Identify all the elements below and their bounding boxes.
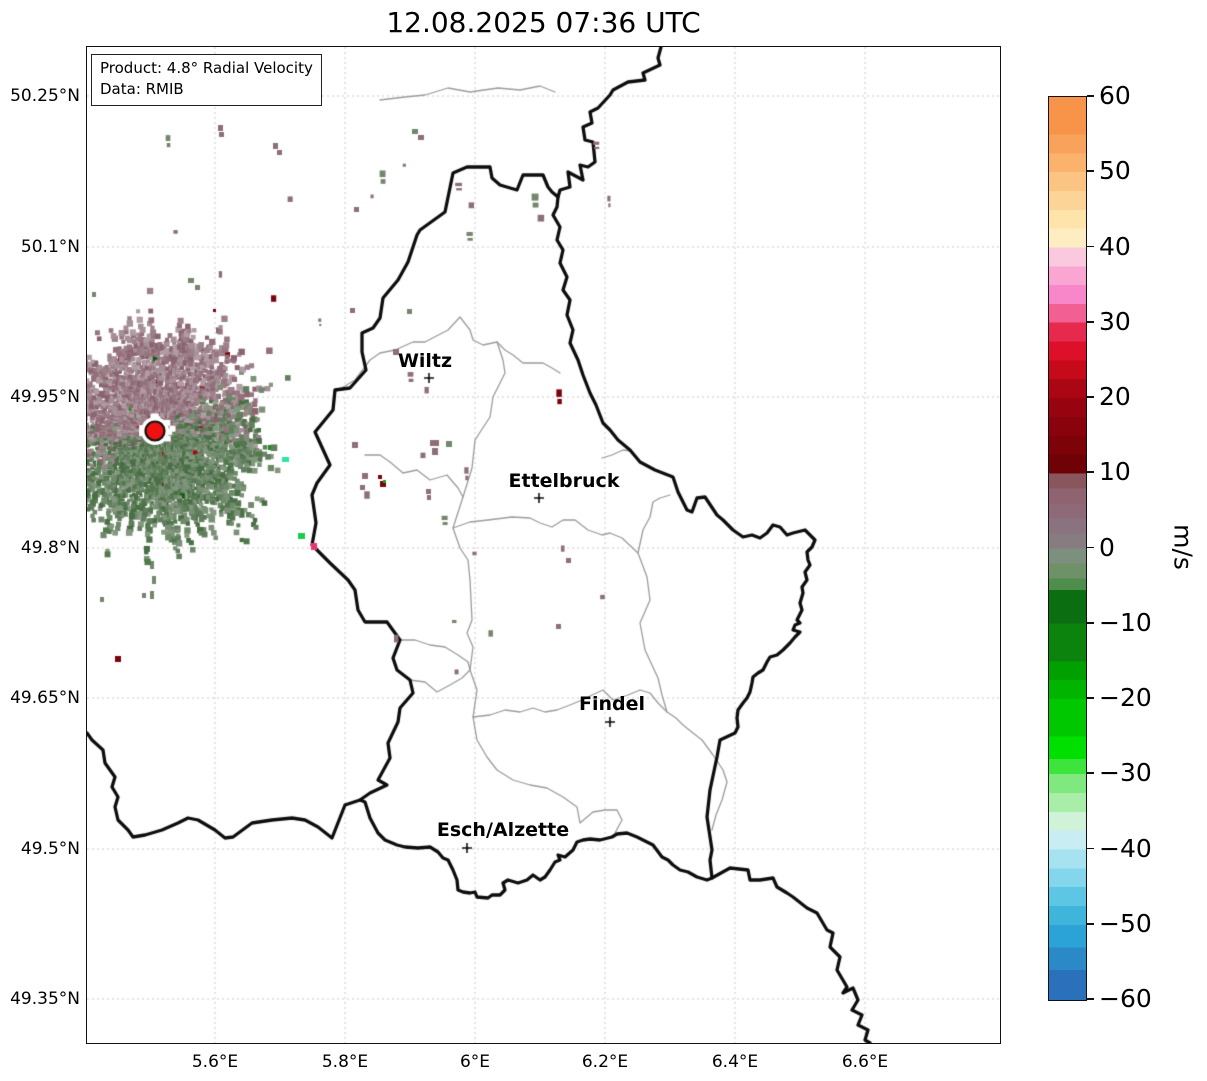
lat-tick-label: 49.95°N [10, 387, 80, 407]
colorbar-tick-label: −50 [1099, 908, 1152, 938]
colorbar-tickmark [1087, 546, 1094, 549]
colorbar-tickmark [1087, 320, 1094, 323]
lon-tick-label: 6.2°E [581, 1052, 629, 1072]
colorbar-tickmark [1087, 471, 1094, 474]
colorbar-unit-label: m/s [1168, 524, 1198, 570]
product-info-line2: Data: RMIB [100, 80, 184, 99]
colorbar-tickmark [1087, 847, 1094, 850]
city-label-esch-alzette: Esch/Alzette [436, 819, 570, 841]
colorbar-tick-label: 40 [1099, 231, 1131, 261]
colorbar-tick-label: 10 [1099, 457, 1131, 487]
colorbar-tick-label: −30 [1099, 758, 1152, 788]
colorbar-tickmark [1087, 245, 1094, 248]
lat-tick-label: 49.35°N [10, 989, 80, 1009]
lat-tick-label: 49.5°N [20, 839, 80, 859]
colorbar-tickmark [1087, 998, 1094, 1000]
colorbar [1048, 96, 1087, 1001]
lon-tick-label: 5.6°E [191, 1052, 239, 1072]
map-canvas [87, 47, 1000, 1043]
city-label-ettelbruck: Ettelbruck [508, 470, 620, 492]
colorbar-tickmark [1087, 170, 1094, 173]
colorbar-tick-label: 0 [1099, 532, 1115, 562]
colorbar-tick-label: −40 [1099, 833, 1152, 863]
colorbar-tick-label: 50 [1099, 156, 1131, 186]
colorbar-tickmark [1087, 922, 1094, 925]
lat-tick-label: 50.25°N [10, 86, 80, 106]
product-info-box: Product: 4.8° Radial Velocity Data: RMIB [91, 54, 322, 106]
city-label-wiltz: Wiltz [397, 350, 453, 372]
colorbar-tick-label: 30 [1099, 306, 1131, 336]
colorbar-tickmark [1087, 697, 1094, 699]
colorbar-tickmark [1087, 772, 1094, 775]
colorbar-tickmark [1087, 396, 1094, 398]
lat-tick-label: 49.65°N [10, 688, 80, 708]
colorbar-tick-label: 60 [1099, 81, 1131, 110]
city-label-findel: Findel [578, 693, 646, 715]
lon-tick-label: 5.8°E [321, 1052, 369, 1072]
colorbar-tickmark [1087, 621, 1094, 624]
lon-tick-label: 6.6°E [841, 1052, 889, 1072]
lat-tick-label: 50.1°N [20, 237, 80, 257]
lat-tick-label: 49.8°N [20, 538, 80, 558]
colorbar-tick-label: −10 [1099, 607, 1152, 637]
product-info-line1: Product: 4.8° Radial Velocity [100, 59, 313, 77]
colorbar-tickmark [1087, 95, 1094, 97]
colorbar-tick-label: −20 [1099, 683, 1152, 712]
colorbar-tick-label: 20 [1099, 382, 1131, 411]
lon-tick-label: 6°E [459, 1052, 491, 1072]
plot-title: 12.08.2025 07:36 UTC [386, 6, 701, 39]
lon-tick-label: 6.4°E [711, 1052, 759, 1072]
colorbar-tick-label: −60 [1099, 984, 1152, 1013]
